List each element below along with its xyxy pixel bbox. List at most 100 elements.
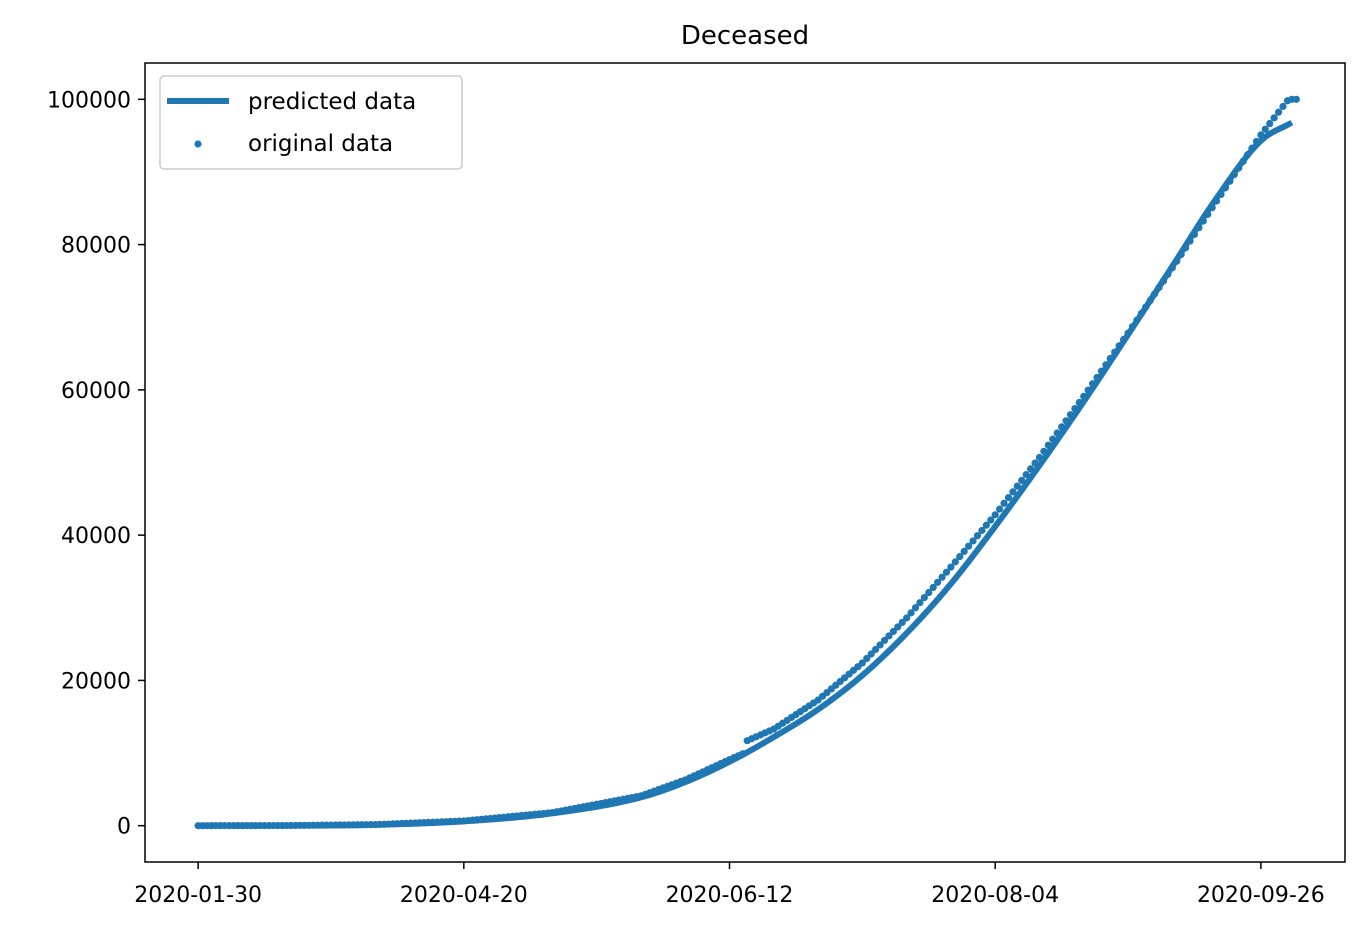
- original-data-point: [1128, 323, 1137, 331]
- chart-title: Deceased: [681, 21, 809, 51]
- original-data-point: [1292, 95, 1300, 103]
- original-data-point: [898, 618, 906, 627]
- original-data-point: [996, 505, 1004, 513]
- original-data-point: [1230, 170, 1238, 179]
- original-data-point: [876, 641, 884, 649]
- original-data-point: [1053, 429, 1061, 437]
- original-data-point: [978, 526, 986, 535]
- x-axis: 2020-01-30 2020-04-20 2020-06-12 2020-08-04…: [134, 862, 1325, 908]
- original-data-point: [920, 594, 928, 602]
- y-tick-label: 80000: [61, 234, 131, 259]
- x-tick-label: 2020-09-26: [1197, 883, 1325, 908]
- original-data-point: [1212, 197, 1221, 205]
- original-data-point: [1066, 411, 1075, 419]
- original-data-point: [1040, 447, 1048, 455]
- original-data-point: [1062, 417, 1070, 425]
- original-data-point: [1274, 108, 1283, 116]
- original-data-point: [1013, 482, 1021, 490]
- original-data-point: [938, 573, 946, 581]
- original-data-point: [1084, 386, 1092, 394]
- original-data-point: [872, 645, 880, 654]
- original-data-point: [1173, 257, 1181, 265]
- original-data-point: [951, 558, 959, 566]
- y-tick-label: 60000: [61, 379, 131, 404]
- original-data-point: [1044, 441, 1052, 449]
- original-data-point: [1124, 329, 1132, 337]
- original-data-point: [1058, 423, 1066, 431]
- original-data-point: [1000, 499, 1008, 507]
- x-tick-label: 2020-06-12: [666, 883, 794, 908]
- legend-label-predicted: predicted data: [248, 89, 416, 115]
- original-data-point: [1235, 164, 1243, 172]
- original-data-point: [1022, 471, 1030, 479]
- original-data-point: [942, 568, 951, 576]
- x-tick-label: 2020-08-04: [931, 883, 1059, 908]
- original-data-point: [1093, 373, 1101, 382]
- original-data-point: [867, 650, 875, 658]
- original-data-point: [929, 583, 937, 592]
- original-data-point: [1142, 303, 1150, 311]
- original-data-point: [916, 599, 924, 607]
- original-data-point: [885, 632, 893, 640]
- original-data-point: [1261, 125, 1269, 133]
- original-data-point: [1239, 157, 1247, 165]
- original-data-point: [991, 511, 999, 519]
- original-data-point: [960, 547, 968, 556]
- y-axis: 0 20000 40000 60000 80000 100000: [47, 88, 145, 840]
- original-data-point: [889, 627, 897, 636]
- original-data-point: [1146, 296, 1154, 305]
- original-data-point: [1120, 335, 1128, 344]
- legend: predicted data original data: [159, 75, 463, 170]
- original-data-point: [969, 537, 977, 545]
- original-data-point: [1195, 224, 1203, 232]
- legend-dot-marker: [194, 140, 202, 148]
- y-tick-label: 40000: [61, 524, 131, 549]
- original-data-point: [1190, 230, 1199, 239]
- original-data-point: [1186, 237, 1194, 245]
- original-data-point: [739, 750, 747, 758]
- original-data-point: [911, 604, 920, 612]
- original-data-point: [1199, 217, 1207, 225]
- original-data-point: [1279, 102, 1287, 111]
- original-data-point: [1137, 310, 1145, 318]
- original-data-point: [1133, 316, 1141, 324]
- original-data-point: [1089, 380, 1097, 388]
- original-data-point: [1115, 342, 1123, 350]
- original-data-point: [1204, 210, 1212, 218]
- y-tick-label: 100000: [47, 88, 131, 113]
- original-data-point: [1177, 250, 1185, 259]
- original-data-point: [1181, 244, 1190, 252]
- original-data-point: [1217, 190, 1225, 198]
- original-data-point: [1111, 348, 1119, 356]
- original-data-point: [1257, 131, 1265, 139]
- x-tick-label: 2020-01-30: [134, 883, 262, 908]
- original-data-point: [903, 614, 911, 622]
- original-data-point: [1168, 264, 1176, 272]
- original-data-point: [1208, 204, 1216, 212]
- original-data-point: [1159, 277, 1168, 285]
- original-data-point: [1097, 367, 1106, 375]
- plot-frame: [144, 62, 1346, 863]
- original-data-point: [1270, 114, 1278, 122]
- original-data-point: [1106, 354, 1114, 363]
- original-data-point: [1071, 405, 1079, 413]
- original-data-point: [1102, 361, 1110, 369]
- original-data-point: [1150, 290, 1159, 298]
- series-layer: [194, 95, 1300, 830]
- original-data-point: [1080, 392, 1088, 400]
- original-data-point: [1226, 177, 1234, 185]
- original-data-point: [1009, 488, 1017, 496]
- original-data-point: [956, 553, 964, 561]
- legend-label-original: original data: [248, 131, 393, 157]
- x-tick-label: 2020-04-20: [400, 883, 528, 908]
- original-data-point: [947, 563, 955, 571]
- original-data-point: [1049, 435, 1057, 443]
- original-data-point: [1252, 137, 1261, 146]
- original-data-point: [973, 532, 982, 540]
- original-data-point: [1164, 270, 1172, 278]
- y-tick-label: 20000: [61, 669, 131, 694]
- original-data-point: [1248, 144, 1256, 152]
- original-data-point: [1018, 476, 1026, 484]
- original-data-point: [1031, 459, 1039, 467]
